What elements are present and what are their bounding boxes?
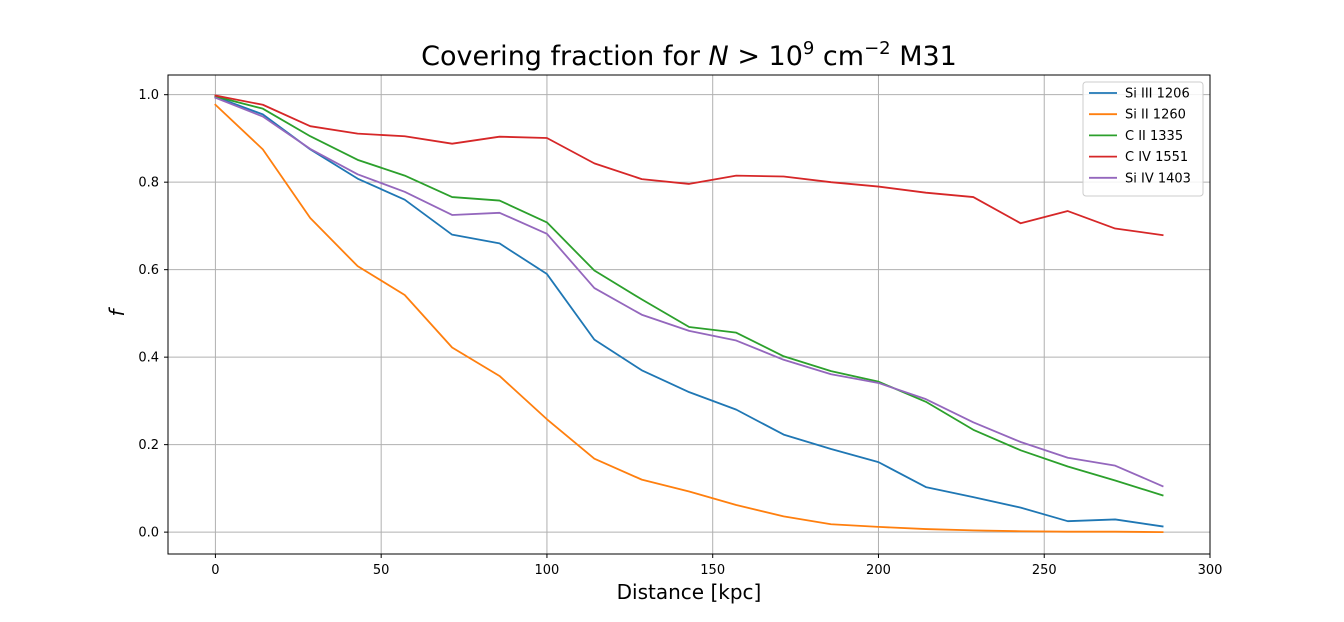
x-tick-label: 100 bbox=[535, 563, 560, 578]
x-tick-label: 250 bbox=[1032, 563, 1057, 578]
series-line-3 bbox=[214, 95, 1164, 497]
x-tick-label: 0 bbox=[211, 563, 219, 578]
series-line-4 bbox=[214, 94, 1164, 237]
y-tick-label: 0.0 bbox=[138, 526, 159, 541]
data-series bbox=[214, 94, 1164, 534]
legend-box bbox=[1082, 81, 1204, 197]
y-tick-label: 1.0 bbox=[138, 88, 159, 103]
legend: Si III 1206 Si II 1260 C II 1335 C IV 1551 S… bbox=[1082, 81, 1204, 197]
y-tick-label: 0.6 bbox=[138, 263, 159, 278]
legend-label: Si III 1206 bbox=[1125, 87, 1190, 102]
axes: 0 50 100 150 200 250 300 0.0 0.2 0.4 0.6 0.8 1.0 bbox=[138, 74, 1223, 578]
x-tick-label: 50 bbox=[373, 563, 390, 578]
x-axis-label: Distance [kpc] bbox=[617, 580, 762, 604]
legend-label: Si II 1260 bbox=[1125, 108, 1186, 123]
y-tick-label: 0.8 bbox=[138, 176, 159, 191]
y-axis-label: f bbox=[105, 307, 129, 317]
y-tick-label: 0.2 bbox=[138, 438, 159, 453]
x-tick-label: 200 bbox=[866, 563, 891, 578]
series-line-5 bbox=[214, 96, 1164, 488]
x-tick-label: 150 bbox=[700, 563, 725, 578]
legend-label: C II 1335 bbox=[1125, 129, 1183, 144]
x-tick-label: 300 bbox=[1198, 563, 1223, 578]
series-line-2 bbox=[214, 103, 1164, 534]
legend-label: Si IV 1403 bbox=[1125, 171, 1191, 186]
plot-frame bbox=[167, 74, 1211, 555]
series-line-1 bbox=[214, 95, 1164, 528]
legend-label: C IV 1551 bbox=[1125, 150, 1188, 165]
chart-title: Covering fraction for N > 109 cm−2 M31 bbox=[421, 38, 957, 72]
y-tick-label: 0.4 bbox=[138, 351, 159, 366]
